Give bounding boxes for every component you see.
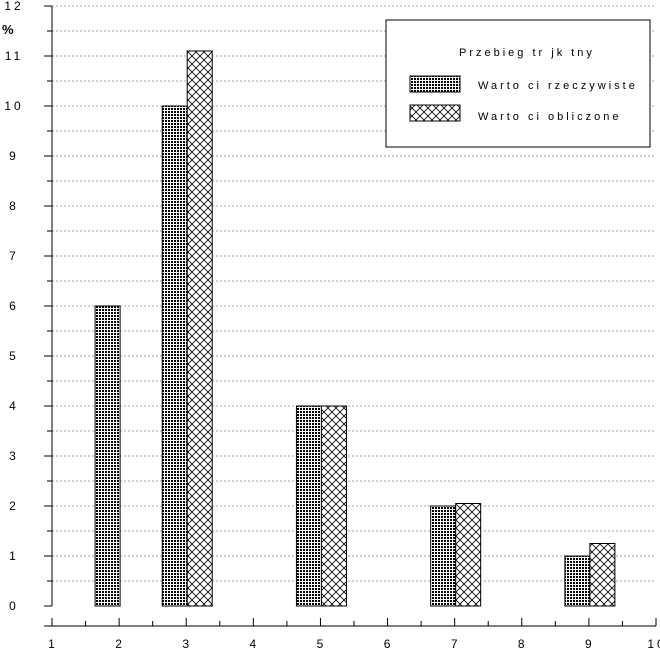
legend-label-actual: Warto ci rzeczywiste	[478, 80, 638, 92]
bar-actual-x5	[295, 405, 322, 607]
y-tick-label: 5	[9, 349, 19, 363]
bar-calculated-x3	[186, 50, 213, 607]
y-tick-label: 0	[9, 599, 19, 613]
x-tick-label: 6	[384, 637, 394, 651]
bar-calculated-x9	[589, 543, 616, 607]
y-tick-label: 7	[9, 249, 19, 263]
legend-label-calculated: Warto ci obliczone	[478, 111, 621, 123]
x-tick-label: 9	[585, 637, 595, 651]
legend-swatch-calculated	[409, 104, 461, 122]
x-tick-label: 4	[249, 637, 259, 651]
y-tick-label: 1	[9, 549, 19, 563]
y-tick-label: 4	[9, 399, 19, 413]
bar-actual-x2	[94, 305, 121, 607]
y-tick-label: 9	[9, 149, 19, 163]
bar-calculated-x7	[455, 503, 482, 607]
y-tick-label: 3	[9, 449, 19, 463]
legend-swatch-actual	[409, 75, 461, 93]
bars	[94, 50, 616, 607]
x-tick-label: 8	[518, 637, 528, 651]
x-tick-label: 7	[451, 637, 461, 651]
axes: 012345678910111212345678910	[4, 0, 660, 651]
x-tick-label: 3	[182, 637, 192, 651]
legend: Przebieg tr jk tny Warto ci rzeczywiste …	[385, 19, 651, 148]
legend-title: Przebieg tr jk tny	[459, 47, 595, 59]
bar-actual-x7	[430, 505, 457, 607]
gridlines	[52, 5, 656, 582]
y-tick-label: 10	[4, 99, 23, 113]
bar-actual-x9	[564, 555, 591, 607]
y-tick-label: 12	[4, 0, 23, 13]
y-tick-label: 6	[9, 299, 19, 313]
bar-actual-x3	[161, 105, 188, 607]
y-tick-label: 2	[9, 499, 19, 513]
bar-calculated-x5	[320, 405, 347, 607]
y-axis-label: %	[2, 22, 14, 37]
y-tick-label: 11	[5, 49, 23, 63]
x-tick-label: 2	[115, 637, 125, 651]
x-tick-label: 5	[317, 637, 327, 651]
y-tick-label: 8	[9, 199, 19, 213]
x-tick-label: 1	[48, 637, 58, 651]
x-tick-label: 10	[647, 637, 660, 651]
